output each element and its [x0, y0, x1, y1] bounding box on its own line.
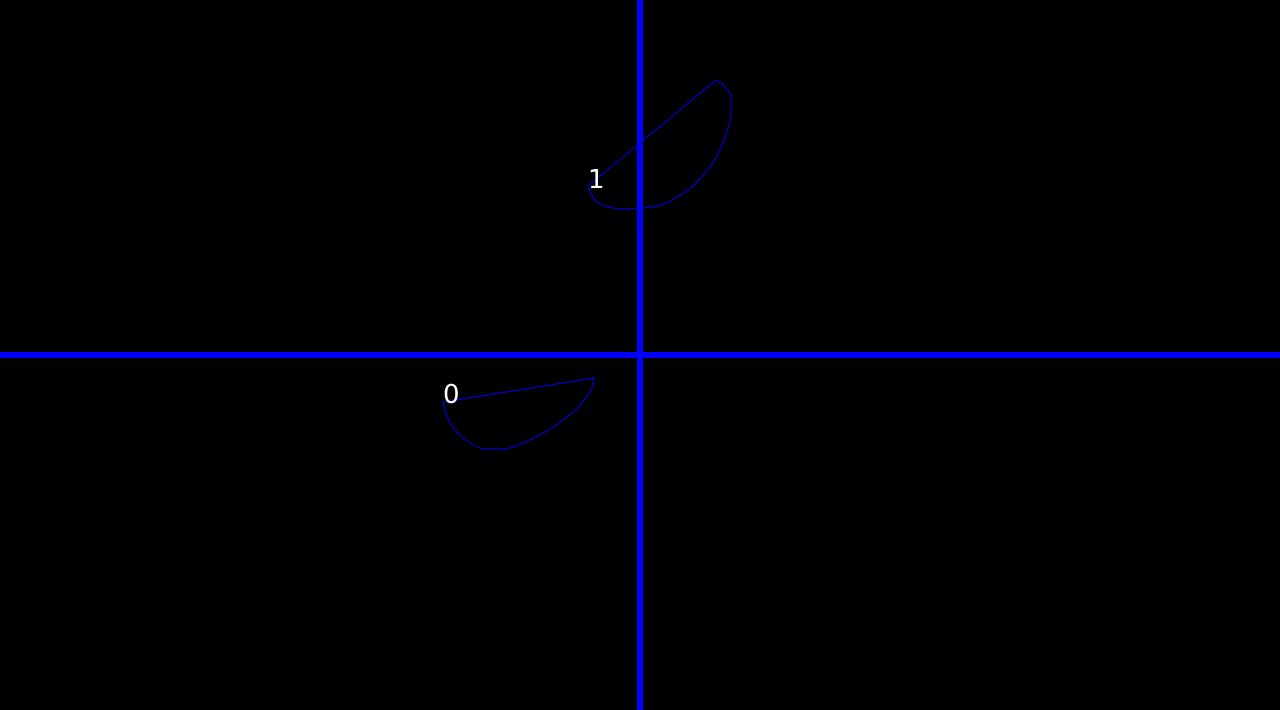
shape-1-label: 1	[588, 165, 605, 195]
shape-0-label: 0	[443, 380, 460, 410]
shape-1-outline	[587, 79, 732, 210]
shape-0-outline	[442, 377, 595, 450]
